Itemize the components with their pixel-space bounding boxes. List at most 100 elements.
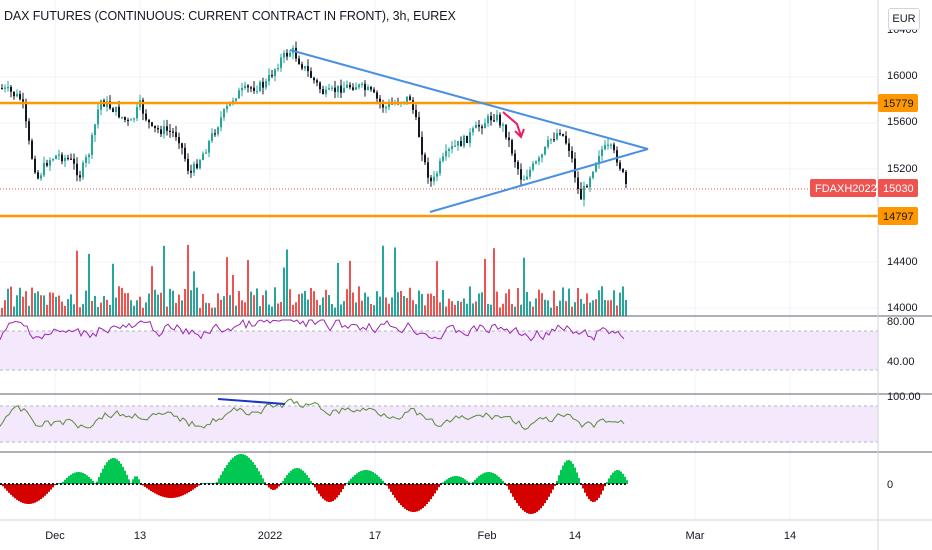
candle-body xyxy=(220,117,222,128)
volume-bar xyxy=(256,288,258,316)
hist-bar xyxy=(158,484,160,496)
price-candles xyxy=(1,41,627,207)
lower-trendline xyxy=(429,148,649,213)
time-label: 2022 xyxy=(258,530,282,542)
candle-body xyxy=(7,86,9,89)
hist-bar xyxy=(122,466,124,484)
candle-body xyxy=(556,133,558,140)
hist-bar xyxy=(482,473,484,484)
volume-bar xyxy=(100,302,102,316)
candle-body xyxy=(259,81,261,92)
hist-bar xyxy=(398,484,400,503)
hist-bar xyxy=(416,484,418,512)
candle-body xyxy=(325,89,327,94)
candle-body xyxy=(625,171,627,184)
candle-body xyxy=(55,155,57,160)
volume-bar xyxy=(226,257,228,316)
hist-bar xyxy=(328,484,330,502)
volume-bar xyxy=(364,292,366,316)
volume-bar xyxy=(133,305,135,316)
candle-body xyxy=(43,162,45,176)
hist-bar xyxy=(2,484,4,487)
hist-bar xyxy=(366,470,368,484)
hist-bar xyxy=(296,468,298,484)
candle-body xyxy=(490,115,492,121)
candle-body xyxy=(286,52,288,57)
hist-bar xyxy=(572,463,574,484)
candle-body xyxy=(115,106,117,112)
candle-body xyxy=(442,156,444,161)
candle-body xyxy=(340,85,342,93)
candle-body xyxy=(154,125,156,129)
currency-button[interactable]: EUR xyxy=(888,8,920,30)
candle-body xyxy=(61,154,63,162)
hist-bar xyxy=(412,484,414,512)
hist-bar xyxy=(70,474,72,484)
candle-body xyxy=(13,91,15,97)
hist-bar xyxy=(428,484,430,502)
candle-body xyxy=(136,107,138,119)
volume-bar xyxy=(487,303,489,316)
candle-body xyxy=(217,127,219,135)
hist-bar xyxy=(36,484,38,502)
volume-bar xyxy=(127,293,129,316)
candle-body xyxy=(451,146,453,149)
candle-body xyxy=(517,162,519,170)
hist-bar xyxy=(234,456,236,484)
hist-bar xyxy=(304,472,306,484)
candle-body xyxy=(598,155,600,163)
resistance-badge-bg xyxy=(878,94,918,112)
hist-bar xyxy=(518,484,520,506)
volume-bar xyxy=(505,293,507,316)
hist-bar xyxy=(222,471,224,484)
volume-bar xyxy=(199,307,201,316)
volume-bar xyxy=(16,295,18,316)
volume-bar xyxy=(529,301,531,316)
candle-body xyxy=(382,102,384,108)
hist-bar xyxy=(526,484,528,514)
volume-bar xyxy=(52,292,54,316)
candle-body xyxy=(235,98,237,101)
hist-bar xyxy=(556,480,558,484)
hist-bar xyxy=(194,484,196,489)
hist-bar xyxy=(202,483,204,484)
candle-body xyxy=(472,128,474,133)
candle-body xyxy=(1,88,3,90)
hist-bar xyxy=(214,483,216,484)
hist-bar xyxy=(206,483,208,484)
volume-bar xyxy=(82,304,84,316)
hist-bar xyxy=(594,484,596,502)
price-tick-label: 14400 xyxy=(887,256,918,268)
candle-body xyxy=(163,126,165,135)
hist-bar xyxy=(536,484,538,512)
hist-bar xyxy=(404,484,406,509)
hist-bar xyxy=(464,479,466,484)
volume-bar xyxy=(232,274,234,316)
hist-bar xyxy=(532,484,534,514)
candle-body xyxy=(466,135,468,143)
candle-body xyxy=(379,98,381,103)
volume-bar xyxy=(553,290,555,316)
candle-body xyxy=(592,171,594,178)
hist-bar xyxy=(128,479,130,484)
hist-bar xyxy=(390,484,392,492)
hist-bar xyxy=(150,484,152,491)
hist-bar xyxy=(166,484,168,498)
hist-bar xyxy=(324,484,326,501)
volume-bar xyxy=(223,296,225,316)
candle-body xyxy=(427,162,429,178)
hist-bar xyxy=(388,484,390,489)
hist-bar xyxy=(172,484,174,498)
volume-bar xyxy=(349,260,351,316)
volume-bar xyxy=(34,293,36,316)
candle-body xyxy=(157,128,159,130)
time-label: 17 xyxy=(369,530,381,542)
candle-body xyxy=(337,85,339,93)
candle-body xyxy=(46,162,48,166)
price-tick-label: 16000 xyxy=(887,70,918,82)
volume-bar xyxy=(85,290,87,316)
candle-body xyxy=(346,84,348,88)
candle-body xyxy=(508,137,510,141)
volume-bar xyxy=(274,287,276,316)
